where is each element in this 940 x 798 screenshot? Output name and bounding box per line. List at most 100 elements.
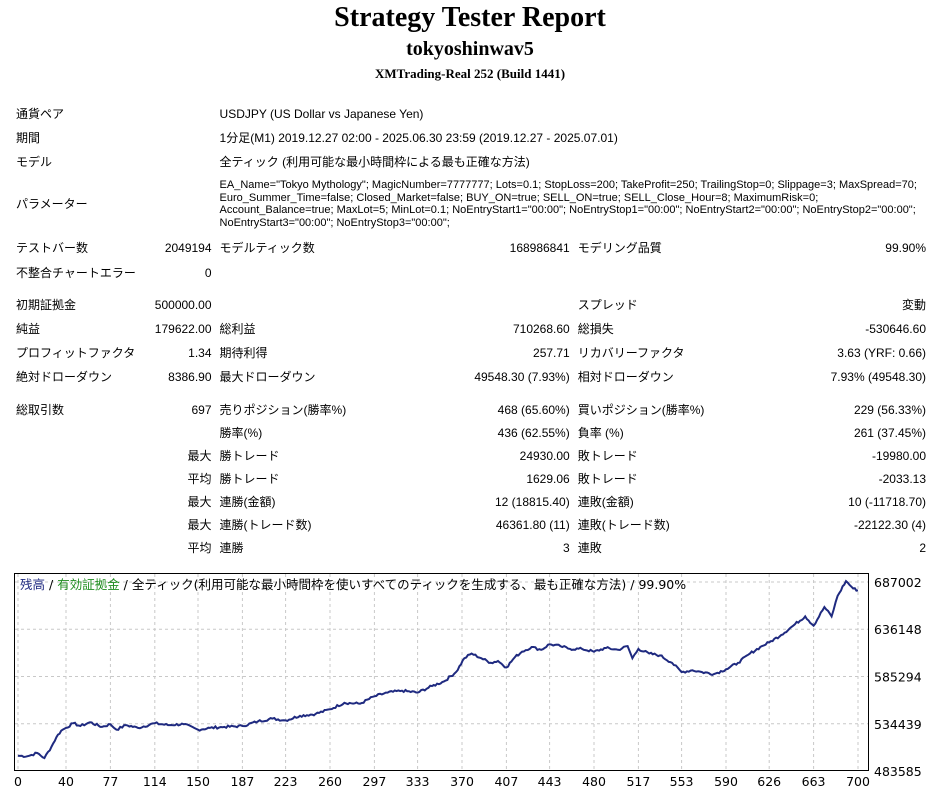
report-table: 通貨ペア USDJPY (US Dollar vs Japanese Yen) … bbox=[12, 102, 930, 560]
ticks-value: 168986841 bbox=[509, 240, 570, 255]
plot-frame bbox=[14, 573, 869, 771]
consec-win-cnt-value: 46361.80 (11) bbox=[495, 518, 570, 532]
streak-loss-label: 連敗 bbox=[577, 541, 602, 555]
streak-win-value: 3 bbox=[563, 541, 570, 555]
x-tick-label: 223 bbox=[274, 774, 298, 789]
largest-win-value: 24930.00 bbox=[519, 449, 570, 463]
x-tick-label: 333 bbox=[406, 774, 430, 789]
bars-label: テストバー数 bbox=[16, 240, 89, 255]
balance-line bbox=[17, 579, 859, 760]
long-value: 229 (56.33%) bbox=[853, 402, 926, 417]
x-tick-label: 553 bbox=[670, 774, 694, 789]
consec-loss-amt-value: 10 (-11718.70) bbox=[848, 495, 926, 509]
deposit-label: 初期証拠金 bbox=[16, 297, 77, 312]
expected-value: 257.71 bbox=[533, 345, 570, 360]
pf-value: 1.34 bbox=[188, 345, 212, 360]
period-label: 期間 bbox=[16, 130, 41, 145]
y-tick-label: 687002 bbox=[874, 575, 922, 590]
x-tick-label: 626 bbox=[757, 774, 781, 789]
x-tick-label: 187 bbox=[230, 774, 254, 789]
consec-win-amt-value: 12 (18815.40) bbox=[494, 495, 570, 509]
x-axis-ticks: 0 40 77 114 150 187 223 260 297 333 370 407 443 480 51… bbox=[14, 774, 870, 789]
rel-dd-value: 7.93% (49548.30) bbox=[830, 369, 926, 384]
params-value: EA_Name="Tokyo Mythology"; MagicNumber=7… bbox=[219, 179, 917, 229]
legend-equity: 有効証拠金 bbox=[57, 577, 120, 592]
expected-label: 期待利得 bbox=[219, 345, 268, 360]
lossrate-label: 負率 (%) bbox=[577, 426, 624, 440]
gross-loss-label: 総損失 bbox=[577, 321, 614, 336]
deposit-value: 500000.00 bbox=[154, 297, 212, 312]
winrate-label: 勝率(%) bbox=[219, 426, 263, 440]
consec-loss-cnt-value: -22122.30 (4) bbox=[853, 518, 926, 532]
total-trades-label: 総取引数 bbox=[16, 402, 65, 417]
abs-dd-label: 絶対ドローダウン bbox=[16, 369, 113, 384]
max-dd-label: 最大ドローダウン bbox=[219, 369, 316, 384]
consec-win-cnt-label: 連勝(トレード数) bbox=[219, 518, 312, 532]
legend-sep-1: / bbox=[45, 577, 57, 592]
net-value: 179622.00 bbox=[154, 321, 212, 336]
rel-dd-label: 相対ドローダウン bbox=[577, 369, 674, 384]
x-tick-label: 40 bbox=[58, 774, 74, 789]
symbol-label: 通貨ペア bbox=[16, 106, 65, 121]
legend-quality: 99.90% bbox=[638, 577, 686, 592]
legend-model: 全ティック(利用可能な最小時間枠を使いすべてのティックを生成する、最も正確な方法… bbox=[132, 577, 626, 592]
y-tick-label: 483585 bbox=[874, 764, 922, 779]
y-axis-ticks: 483585 534439 585294 636148 687002 bbox=[874, 575, 922, 779]
net-label: 純益 bbox=[16, 321, 41, 336]
legend-sep-2: / bbox=[120, 577, 132, 592]
total-trades-value: 697 bbox=[191, 402, 212, 417]
spread-label: スプレッド bbox=[577, 297, 638, 312]
x-tick-label: 114 bbox=[143, 774, 167, 789]
model-value: 全ティック (利用可能な最小時間枠による最も正確な方法) bbox=[219, 154, 530, 169]
short-value: 468 (65.60%) bbox=[497, 402, 570, 417]
x-tick-label: 663 bbox=[802, 774, 826, 789]
max-dd-value: 49548.30 (7.93%) bbox=[474, 369, 570, 384]
chart-legend: 残高 / 有効証拠金 / 全ティック(利用可能な最小時間枠を使いすべてのティック… bbox=[20, 577, 686, 592]
x-tick-label: 517 bbox=[626, 774, 650, 789]
x-tick-label: 297 bbox=[362, 774, 386, 789]
avg-label: 平均 bbox=[187, 541, 212, 555]
abs-dd-value: 8386.90 bbox=[168, 369, 212, 384]
balance-chart: 残高 / 有効証拠金 / 全ティック(利用可能な最小時間枠を使いすべてのティック… bbox=[14, 573, 936, 793]
largest-loss-value: -19980.00 bbox=[871, 449, 926, 463]
win-trade-label: 勝トレード bbox=[219, 472, 280, 486]
streak-loss-value: 2 bbox=[919, 541, 926, 555]
winrate-value: 436 (62.55%) bbox=[497, 426, 570, 440]
lossrate-value: 261 (37.45%) bbox=[853, 426, 926, 440]
x-tick-label: 590 bbox=[714, 774, 738, 789]
spread-value: 変動 bbox=[901, 297, 926, 312]
y-tick-label: 636148 bbox=[874, 622, 922, 637]
x-tick-label: 150 bbox=[186, 774, 210, 789]
balance-chart-svg: 残高 / 有効証拠金 / 全ティック(利用可能な最小時間枠を使いすべてのティック… bbox=[14, 573, 922, 789]
model-label: モデル bbox=[16, 154, 53, 169]
y-tick-label: 534439 bbox=[874, 717, 922, 732]
ea-name: tokyoshinwav5 bbox=[406, 38, 534, 60]
legend-balance: 残高 bbox=[20, 577, 45, 592]
quality-value: 99.90% bbox=[885, 240, 926, 255]
avg-win-value: 1629.06 bbox=[526, 472, 570, 486]
consec-win-amt-label: 連勝(金額) bbox=[219, 495, 276, 509]
quality-label: モデリング品質 bbox=[577, 240, 662, 255]
gross-loss-value: -530646.60 bbox=[865, 321, 926, 336]
max-label: 最大 bbox=[187, 449, 212, 463]
x-tick-label: 480 bbox=[582, 774, 606, 789]
gross-profit-label: 総利益 bbox=[219, 321, 256, 336]
x-tick-label: 700 bbox=[846, 774, 870, 789]
pf-label: プロフィットファクタ bbox=[16, 345, 136, 360]
max-label: 最大 bbox=[187, 495, 212, 509]
ticks-label: モデルティック数 bbox=[219, 240, 315, 255]
short-label: 売りポジション(勝率%) bbox=[219, 402, 347, 417]
avg-loss-value: -2033.13 bbox=[878, 472, 926, 486]
lose-trade-label: 敗トレード bbox=[577, 449, 638, 463]
y-tick-label: 585294 bbox=[874, 669, 922, 684]
mismatch-label: 不整合チャートエラー bbox=[16, 265, 136, 280]
avg-label: 平均 bbox=[187, 472, 212, 486]
recovery-value: 3.63 (YRF: 0.66) bbox=[837, 345, 926, 360]
bars-value: 2049194 bbox=[164, 240, 212, 255]
report-title: Strategy Tester Report bbox=[334, 2, 606, 33]
legend-sep-3: / bbox=[626, 577, 638, 592]
x-tick-label: 0 bbox=[14, 774, 22, 789]
chart-grid bbox=[15, 574, 868, 770]
params-label: パラメーター bbox=[16, 196, 88, 211]
long-label: 買いポジション(勝率%) bbox=[577, 402, 705, 417]
